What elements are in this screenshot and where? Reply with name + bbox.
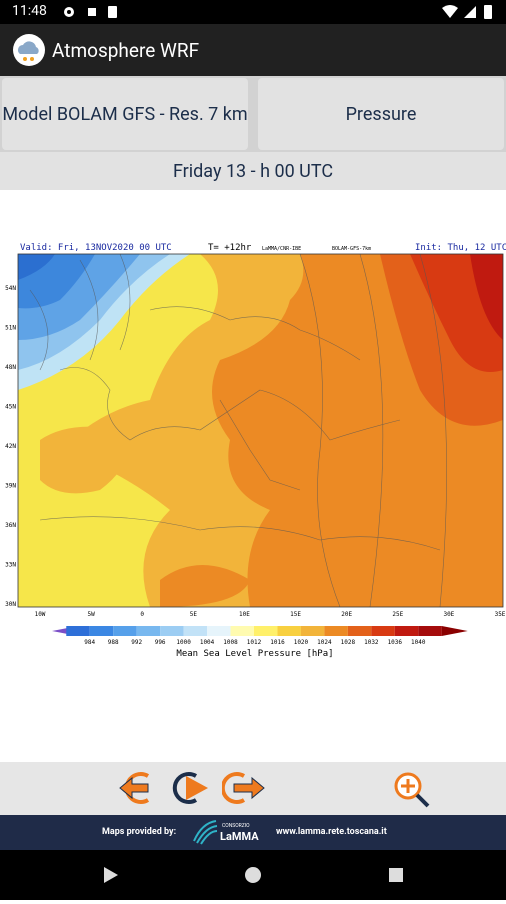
colorbar-bin bbox=[89, 626, 114, 636]
colorbar-label: 1000 bbox=[176, 639, 191, 646]
system-icons bbox=[442, 5, 492, 19]
lon-label: 10E bbox=[239, 611, 250, 618]
colorbar-label: 988 bbox=[108, 639, 119, 646]
pressure-map bbox=[18, 254, 503, 607]
provided-label: Maps provided by: bbox=[102, 827, 177, 837]
date-bar[interactable]: Friday 13 - h 00 UTC bbox=[0, 152, 506, 190]
map-panel: Valid: Fri, 13NOV2020 00 UTC T= +12hr La… bbox=[5, 243, 506, 659]
date-label: Friday 13 - h 00 UTC bbox=[172, 160, 334, 182]
model-label: BOLAM-GFS-7km bbox=[332, 246, 371, 252]
nav-buttons bbox=[104, 867, 403, 883]
variable-label: Pressure bbox=[345, 103, 417, 125]
colorbar-bin bbox=[277, 626, 301, 636]
colorbar-bin bbox=[230, 626, 254, 636]
colorbar: 984 988 992 996 1000 1004 1008 1012 1016 1020 1024… bbox=[52, 626, 468, 646]
colorbar-label: 996 bbox=[155, 639, 166, 646]
colorbar-title: Mean Sea Level Pressure [hPa] bbox=[176, 649, 333, 659]
colorbar-label: 1012 bbox=[247, 639, 262, 646]
colorbar-bin bbox=[300, 626, 325, 636]
home-button[interactable] bbox=[245, 867, 261, 883]
lat-label: 54N bbox=[5, 285, 16, 292]
lon-label: 0 bbox=[140, 611, 144, 618]
controls-bar bbox=[0, 762, 506, 815]
colorbar-bin bbox=[371, 626, 395, 636]
selector-row: Model BOLAM GFS - Res. 7 km Pressure bbox=[0, 76, 506, 152]
colorbar-label: 1040 bbox=[411, 639, 426, 646]
lat-label: 48N bbox=[5, 364, 16, 371]
model-selector[interactable]: Model BOLAM GFS - Res. 7 km bbox=[2, 78, 248, 150]
lat-label: 30N bbox=[5, 601, 16, 608]
map-frame bbox=[17, 253, 504, 608]
app-bar: Atmosphere WRF bbox=[0, 24, 506, 76]
init-label: Init: Thu, 12 UTC bbox=[415, 243, 506, 253]
colorbar-label: 1020 bbox=[294, 639, 309, 646]
colorbar-label: 1008 bbox=[223, 639, 238, 646]
colorbar-bin bbox=[347, 626, 372, 636]
colorbar-label: 1036 bbox=[388, 639, 403, 646]
colorbar-label: 1024 bbox=[317, 639, 332, 646]
source-label: LaMMA/CNR-IBE bbox=[262, 246, 301, 252]
lon-label: 25E bbox=[392, 611, 403, 618]
lat-label: 36N bbox=[5, 522, 16, 529]
zoom-button[interactable] bbox=[392, 770, 432, 808]
colorbar-label: 1016 bbox=[270, 639, 285, 646]
colorbar-bin bbox=[183, 626, 208, 636]
previous-button[interactable] bbox=[118, 770, 158, 806]
colorbar-bin bbox=[418, 626, 442, 636]
colorbar-label: 984 bbox=[84, 639, 95, 646]
play-button[interactable] bbox=[170, 770, 210, 806]
colorbar-bin bbox=[66, 626, 90, 636]
colorbar-bin bbox=[113, 626, 137, 636]
colorbar-bin bbox=[394, 626, 419, 636]
colorbar-label: 1028 bbox=[341, 639, 356, 646]
model-label: Model BOLAM GFS - Res. 7 km bbox=[2, 103, 248, 125]
lon-label: 15E bbox=[290, 611, 301, 618]
colorbar-label: 1004 bbox=[200, 639, 215, 646]
next-button[interactable] bbox=[222, 770, 266, 806]
navigation-bar bbox=[0, 850, 506, 900]
footer: Maps provided by: CONSORZIO LaMMA www.la… bbox=[0, 815, 506, 850]
lon-label: 30E bbox=[443, 611, 454, 618]
brand-label: LaMMA bbox=[220, 830, 259, 843]
lon-label: 5W bbox=[87, 611, 95, 618]
colorbar-bin bbox=[324, 626, 348, 636]
colorbar-bin bbox=[160, 626, 184, 636]
status-icons bbox=[64, 6, 117, 18]
url-label: www.lamma.rete.toscana.it bbox=[276, 827, 387, 837]
colorbar-label: 992 bbox=[131, 639, 142, 646]
lat-label: 51N bbox=[5, 325, 16, 332]
colorbar-label: 1032 bbox=[364, 639, 379, 646]
app-icon[interactable] bbox=[12, 33, 46, 67]
lon-label: 5E bbox=[190, 611, 198, 618]
colorbar-bin bbox=[254, 626, 278, 636]
back-button[interactable] bbox=[104, 867, 118, 883]
lead-label: T= +12hr bbox=[208, 243, 252, 253]
valid-label: Valid: Fri, 13NOV2020 00 UTC bbox=[20, 243, 172, 253]
variable-selector[interactable]: Pressure bbox=[258, 78, 504, 150]
lat-label: 45N bbox=[5, 404, 16, 411]
status-bar: 11:48 bbox=[0, 0, 506, 24]
app-title: Atmosphere WRF bbox=[52, 39, 200, 62]
lamma-logo bbox=[193, 820, 218, 845]
colorbar-bin bbox=[207, 626, 231, 636]
lat-label: 33N bbox=[5, 562, 16, 569]
colorbar-bin bbox=[136, 626, 161, 636]
lon-label: 10W bbox=[35, 611, 46, 618]
clock: 11:48 bbox=[12, 3, 47, 19]
lat-label: 39N bbox=[5, 483, 16, 490]
colorbar-arrow bbox=[441, 626, 468, 636]
consortium-label: CONSORZIO bbox=[222, 823, 250, 829]
lat-label: 42N bbox=[5, 443, 16, 450]
lon-label: 20E bbox=[341, 611, 352, 618]
lon-label: 35E bbox=[495, 611, 506, 618]
recents-button[interactable] bbox=[389, 868, 403, 882]
